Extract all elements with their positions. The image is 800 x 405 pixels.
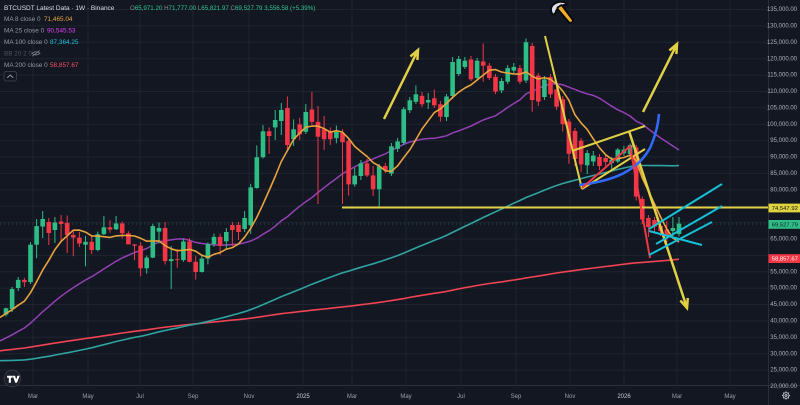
svg-text:50,000.00: 50,000.00 (770, 286, 797, 292)
svg-text:85,000.00: 85,000.00 (770, 171, 797, 177)
svg-text:45,000.00: 45,000.00 (770, 302, 797, 308)
svg-text:Sep: Sep (188, 394, 199, 400)
svg-text:2026: 2026 (617, 394, 631, 400)
svg-text:MA 25 close 0: MA 25 close 0 (4, 28, 45, 35)
svg-text:MA 8 close 0: MA 8 close 0 (4, 16, 41, 23)
svg-text:MA 100 close 0: MA 100 close 0 (4, 39, 48, 46)
svg-text:69,527.79: 69,527.79 (772, 223, 798, 229)
svg-text:65,000.00: 65,000.00 (770, 237, 797, 243)
svg-text:105,000.00: 105,000.00 (767, 105, 798, 111)
svg-text:90,000.00: 90,000.00 (770, 155, 797, 161)
svg-text:Sep: Sep (511, 394, 522, 400)
svg-text:125,000.00: 125,000.00 (767, 40, 798, 46)
svg-text:May: May (724, 394, 735, 400)
svg-text:100,000.00: 100,000.00 (767, 122, 798, 128)
svg-text:120,000.00: 120,000.00 (767, 56, 798, 62)
svg-text:30,000.00: 30,000.00 (770, 351, 797, 357)
svg-text:MA 200 close 0: MA 200 close 0 (4, 62, 48, 69)
svg-text:110,000.00: 110,000.00 (767, 89, 797, 95)
svg-text:87,364.25: 87,364.25 (50, 39, 79, 46)
svg-text:Nov: Nov (244, 394, 255, 400)
svg-text:Nov: Nov (565, 394, 576, 400)
svg-text:May: May (400, 394, 411, 400)
svg-text:35,000.00: 35,000.00 (770, 335, 797, 341)
svg-text:55,000.00: 55,000.00 (770, 269, 797, 275)
svg-text:135,000.00: 135,000.00 (767, 7, 798, 13)
svg-text:71,465.04: 71,465.04 (44, 16, 73, 23)
svg-text:74,547.92: 74,547.92 (772, 206, 798, 212)
svg-text:80,000.00: 80,000.00 (770, 187, 797, 193)
svg-text:Mar: Mar (347, 394, 357, 400)
svg-text:130,000.00: 130,000.00 (767, 24, 798, 30)
svg-text:Mar: Mar (672, 394, 682, 400)
svg-text:25,000.00: 25,000.00 (770, 368, 797, 374)
svg-text:Mar: Mar (28, 394, 38, 400)
svg-text:20,000.00: 20,000.00 (770, 384, 797, 390)
svg-text:58,857.67: 58,857.67 (772, 257, 798, 263)
svg-text:BTCUSDT Latest Data · 1W · Bin: BTCUSDT Latest Data · 1W · Binance (4, 5, 115, 12)
svg-text:O65,971.20 H71,777.00 L65,821.: O65,971.20 H71,777.00 L65,821.97 C69,527… (130, 5, 315, 12)
svg-text:2025: 2025 (296, 394, 310, 400)
svg-text:95,000.00: 95,000.00 (770, 138, 797, 144)
svg-text:115,000.00: 115,000.00 (767, 73, 797, 79)
svg-text:May: May (82, 394, 93, 400)
svg-text:Jul: Jul (136, 394, 144, 400)
svg-text:58,857.67: 58,857.67 (50, 62, 79, 69)
svg-text:Jul: Jul (457, 394, 465, 400)
svg-text:BB 20 2 0: BB 20 2 0 (4, 51, 33, 58)
svg-text:40,000.00: 40,000.00 (770, 319, 797, 325)
svg-text:90,545.53: 90,545.53 (47, 28, 76, 35)
